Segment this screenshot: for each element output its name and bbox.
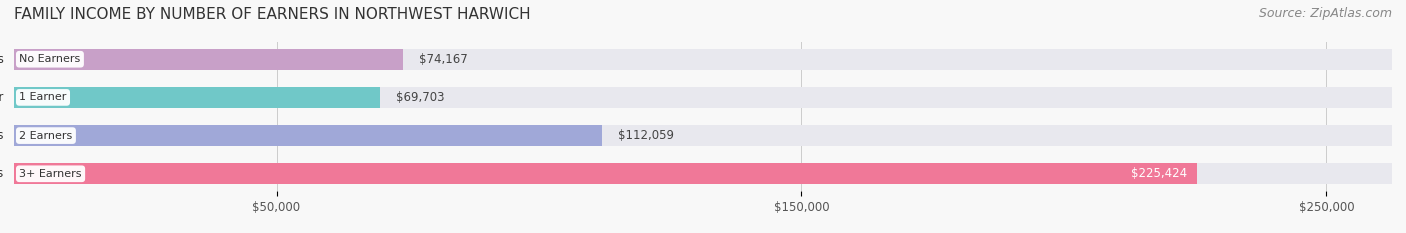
Text: $225,424: $225,424 [1130, 167, 1187, 180]
Text: $74,167: $74,167 [419, 53, 468, 66]
Bar [14, 49, 404, 70]
Bar [14, 125, 1392, 146]
Text: 2 Earners: 2 Earners [0, 129, 4, 142]
Text: 3+ Earners: 3+ Earners [20, 169, 82, 179]
Text: Source: ZipAtlas.com: Source: ZipAtlas.com [1258, 7, 1392, 20]
Bar [14, 87, 1392, 108]
Bar [14, 125, 602, 146]
Text: 3+ Earners: 3+ Earners [0, 167, 4, 180]
Text: $69,703: $69,703 [395, 91, 444, 104]
Text: FAMILY INCOME BY NUMBER OF EARNERS IN NORTHWEST HARWICH: FAMILY INCOME BY NUMBER OF EARNERS IN NO… [14, 7, 530, 22]
Text: 2 Earners: 2 Earners [20, 130, 73, 140]
Text: No Earners: No Earners [20, 54, 80, 64]
Bar [14, 163, 1392, 184]
Bar [14, 49, 1392, 70]
Bar [14, 163, 1198, 184]
Bar [14, 87, 380, 108]
Text: 1 Earner: 1 Earner [20, 93, 66, 103]
Text: $112,059: $112,059 [619, 129, 673, 142]
Text: No Earners: No Earners [0, 53, 4, 66]
Text: 1 Earner: 1 Earner [0, 91, 4, 104]
